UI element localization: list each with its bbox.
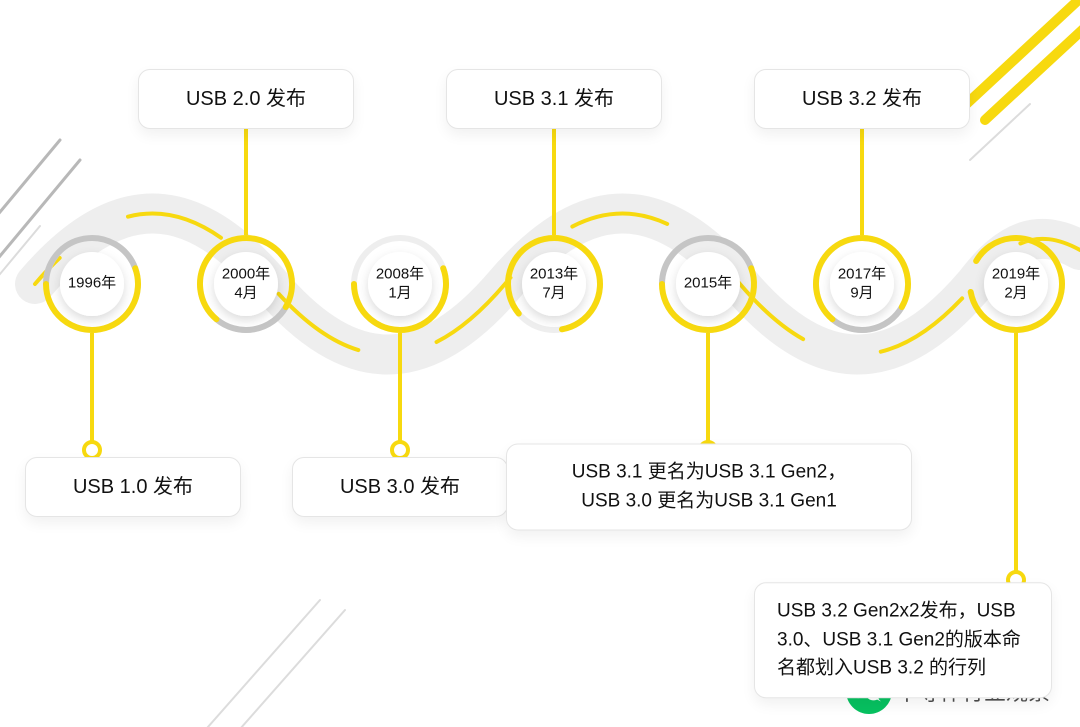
event-text: USB 3.2 Gen2x2发布，USB 3.0、USB 3.1 Gen2的版本… [777,600,1021,678]
node-date-line2: 1月 [388,284,411,303]
timeline-node-n2017: 2017年9月 [838,265,886,303]
decor-line-bl [195,610,345,727]
node-date-line2: 4月 [234,284,257,303]
node-date-line2: 7月 [542,284,565,303]
event-box-b4: USB 3.1 发布 [446,69,662,129]
node-date-line1: 2017年 [838,265,886,284]
connector-dot [392,442,408,458]
event-text: USB 3.1 更名为USB 3.1 Gen2， [572,462,847,483]
event-box-b2: USB 2.0 发布 [138,69,354,129]
event-text: USB 3.0 发布 [340,476,460,498]
timeline-node-n2019: 2019年2月 [992,265,1040,303]
event-box-b7: USB 3.2 Gen2x2发布，USB 3.0、USB 3.1 Gen2的版本… [754,582,1052,698]
event-box-b6: USB 3.2 发布 [754,69,970,129]
event-text: USB 2.0 发布 [186,88,306,110]
node-date-line2: 2月 [1004,284,1027,303]
node-date-line1: 2008年 [376,265,424,284]
node-date-line1: 2000年 [222,265,270,284]
connector-dot [84,442,100,458]
event-box-b1: USB 1.0 发布 [25,457,241,517]
event-text: USB 1.0 发布 [73,476,193,498]
event-box-b3: USB 3.0 发布 [292,457,508,517]
event-text: USB 3.1 发布 [494,88,614,110]
timeline-node-n2008: 2008年1月 [376,265,424,303]
timeline-node-n2015: 2015年 [684,275,732,294]
node-date-line1: 1996年 [68,275,116,294]
timeline-diagram: 半导体行业观察 1996年2000年4月2008年1月2013年7月2015年2… [0,0,1080,727]
timeline-node-n1996: 1996年 [68,275,116,294]
timeline-node-n2013: 2013年7月 [530,265,578,303]
event-text: USB 3.2 发布 [802,88,922,110]
event-text: USB 3.0 更名为USB 3.1 Gen1 [581,490,837,511]
timeline-node-n2000: 2000年4月 [222,265,270,303]
node-date-line1: 2013年 [530,265,578,284]
node-date-line1: 2019年 [992,265,1040,284]
node-date-line1: 2015年 [684,275,732,294]
node-date-line2: 9月 [850,284,873,303]
event-box-b5: USB 3.1 更名为USB 3.1 Gen2， USB 3.0 更名为USB 3… [506,444,912,531]
